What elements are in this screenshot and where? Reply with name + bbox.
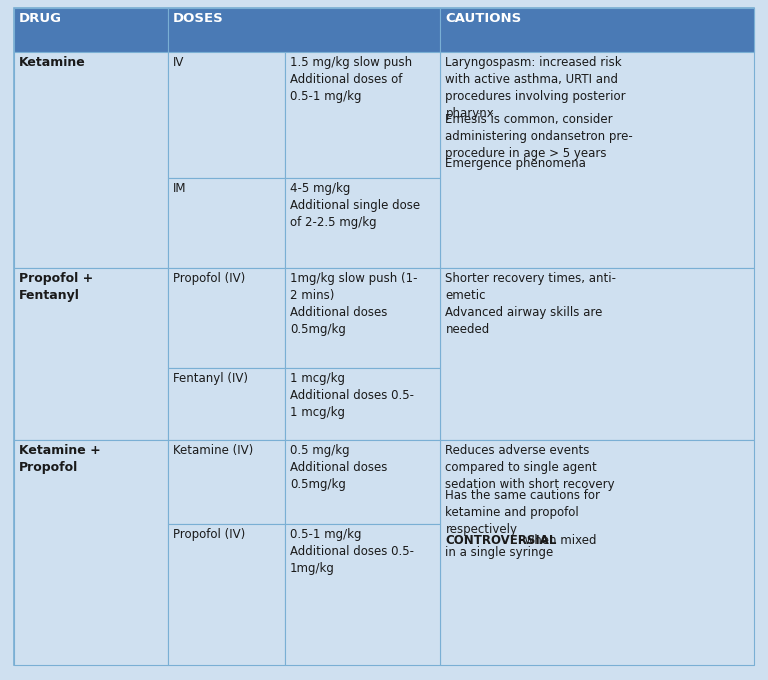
Text: 1 mcg/kg
Additional doses 0.5-
1 mcg/kg: 1 mcg/kg Additional doses 0.5- 1 mcg/kg <box>290 372 414 419</box>
Text: 1.5 mg/kg slow push
Additional doses of
0.5-1 mg/kg: 1.5 mg/kg slow push Additional doses of … <box>290 56 412 103</box>
Text: Ketamine +
Propofol: Ketamine + Propofol <box>19 444 101 474</box>
Text: Propofol (IV): Propofol (IV) <box>173 272 245 285</box>
Bar <box>168 440 285 524</box>
Text: in a single syringe: in a single syringe <box>445 546 554 559</box>
Bar <box>168 8 440 52</box>
Bar <box>440 268 754 440</box>
Bar <box>440 8 754 52</box>
Text: Ketamine: Ketamine <box>19 56 86 69</box>
Bar <box>168 368 285 440</box>
Text: Propofol (IV): Propofol (IV) <box>173 528 245 541</box>
Bar <box>14 268 168 440</box>
Text: Laryngospasm: increased risk
with active asthma, URTI and
procedures involving p: Laryngospasm: increased risk with active… <box>445 56 626 120</box>
Bar <box>14 52 168 268</box>
Bar <box>168 178 285 268</box>
Text: 1mg/kg slow push (1-
2 mins)
Additional doses
0.5mg/kg: 1mg/kg slow push (1- 2 mins) Additional … <box>290 272 418 336</box>
Bar <box>440 52 754 268</box>
Bar <box>285 52 440 178</box>
Text: 4-5 mg/kg
Additional single dose
of 2-2.5 mg/kg: 4-5 mg/kg Additional single dose of 2-2.… <box>290 182 420 229</box>
Text: IV: IV <box>173 56 184 69</box>
Text: Emergence phenomena: Emergence phenomena <box>445 158 586 171</box>
Bar <box>14 8 168 52</box>
Text: 0.5-1 mg/kg
Additional doses 0.5-
1mg/kg: 0.5-1 mg/kg Additional doses 0.5- 1mg/kg <box>290 528 414 575</box>
Text: Fentanyl (IV): Fentanyl (IV) <box>173 372 248 385</box>
Bar <box>168 268 285 368</box>
Bar <box>14 440 168 665</box>
Bar <box>285 524 440 665</box>
Bar <box>285 440 440 524</box>
Bar <box>168 52 285 178</box>
Bar <box>285 368 440 440</box>
Text: Reduces adverse events
compared to single agent
sedation with short recovery: Reduces adverse events compared to singl… <box>445 444 615 491</box>
Text: CAUTIONS: CAUTIONS <box>445 12 521 25</box>
Text: CONTROVERSIAL: CONTROVERSIAL <box>445 534 557 547</box>
Text: IM: IM <box>173 182 187 195</box>
Text: DRUG: DRUG <box>19 12 62 25</box>
Text: Ketamine (IV): Ketamine (IV) <box>173 444 253 457</box>
Text: Has the same cautions for
ketamine and propofol
respectively: Has the same cautions for ketamine and p… <box>445 489 601 536</box>
Text: Emesis is common, consider
administering ondansetron pre-
procedure in age > 5 y: Emesis is common, consider administering… <box>445 113 633 160</box>
Bar <box>285 178 440 268</box>
Bar <box>168 524 285 665</box>
Bar <box>440 440 754 665</box>
Text: 0.5 mg/kg
Additional doses
0.5mg/kg: 0.5 mg/kg Additional doses 0.5mg/kg <box>290 444 387 491</box>
Text: DOSES: DOSES <box>173 12 223 25</box>
Bar <box>14 8 754 52</box>
Text: Propofol +
Fentanyl: Propofol + Fentanyl <box>19 272 93 302</box>
Bar <box>285 268 440 368</box>
Text: –when mixed: –when mixed <box>515 534 596 547</box>
Text: Shorter recovery times, anti-
emetic
Advanced airway skills are
needed: Shorter recovery times, anti- emetic Adv… <box>445 272 617 336</box>
